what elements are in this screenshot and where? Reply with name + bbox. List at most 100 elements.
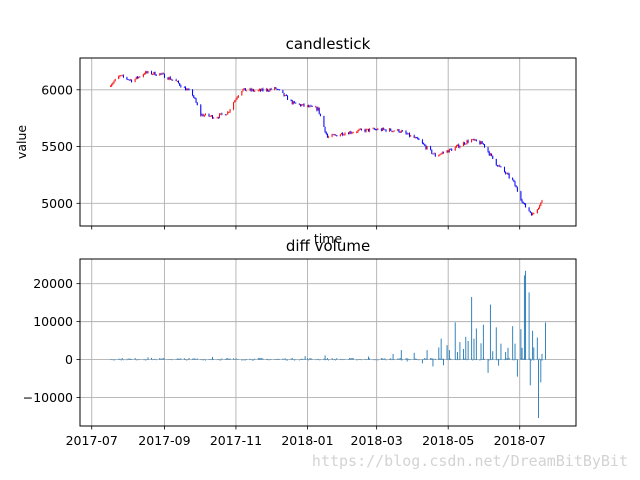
candle-body (282, 90, 284, 93)
diff-volume-bar (351, 357, 353, 360)
diff-volume-bar (458, 359, 460, 361)
candle-body (481, 141, 483, 144)
candle-body (536, 209, 538, 214)
diff-volume-bar (227, 358, 229, 360)
candle-body (119, 75, 121, 77)
candle-body (242, 89, 244, 92)
candle-body (227, 112, 229, 115)
candle-body (441, 152, 443, 154)
diff-volume-bar (495, 359, 497, 361)
diff-volume-bar (481, 359, 483, 360)
candle-body (332, 134, 334, 136)
diff-volume-bar (373, 359, 375, 361)
diff-volume-bar (342, 358, 344, 360)
diff-volume-bar (466, 359, 468, 361)
candle-body (203, 115, 205, 117)
diff-volume-bar (168, 359, 170, 360)
diff-volume-bar (299, 359, 301, 360)
diff-volume-bar (324, 359, 326, 361)
diff-volume-bar (364, 358, 366, 360)
candle-body (260, 89, 262, 91)
candlestick-grid (80, 58, 576, 226)
candle-body (359, 128, 361, 130)
diff-volume-bar (175, 359, 177, 360)
candle-body (217, 117, 219, 119)
candle-body (294, 101, 296, 103)
candle-body (376, 129, 378, 131)
diff-volume-bar (533, 347, 535, 360)
diff-volume-bar (250, 359, 252, 361)
candle-body (397, 129, 399, 131)
diff-volume-bar (392, 353, 394, 360)
candle-body (267, 88, 269, 91)
diff-volume-bar (258, 358, 260, 360)
candle-body (162, 73, 164, 75)
candle-body (118, 76, 120, 80)
candle-body (467, 140, 469, 143)
diff-volume-bar (505, 359, 507, 361)
candle-body (496, 165, 498, 167)
candle-body (426, 146, 428, 149)
candle-body (274, 87, 276, 90)
candle-body (237, 95, 239, 98)
candle-body (210, 115, 212, 117)
candle-body (380, 128, 382, 131)
diff-volume-bar (154, 358, 156, 360)
diff-volume-bar (220, 359, 222, 361)
candle-body (136, 76, 138, 79)
diff-volume-bar (447, 359, 449, 361)
candle-body (459, 146, 461, 148)
diff-volume-bar (540, 359, 542, 360)
diff-volume-bar (151, 357, 152, 360)
diff-volume-bar (536, 337, 538, 360)
diff-volume-bar (368, 356, 369, 360)
diff-volume-bar (475, 359, 477, 361)
diff-volume-bar (539, 358, 541, 360)
diff-volume-bar (498, 359, 500, 366)
candle-body (389, 128, 391, 132)
candle-body (430, 146, 432, 150)
candle-body (200, 105, 202, 116)
candle-body (268, 90, 270, 92)
diff-volume-bar (376, 359, 378, 361)
diff-volume-bar (357, 359, 359, 361)
candle-body (473, 139, 475, 141)
candle-body (194, 97, 196, 99)
candle-body (142, 74, 144, 77)
candle-body (243, 88, 245, 90)
candle-body (270, 88, 272, 90)
diff-volume-bar (397, 358, 399, 360)
diff-volume-bar (432, 358, 434, 360)
diff-volume-bar (114, 359, 116, 361)
diff-volume-bar (356, 359, 358, 361)
candle-body (348, 133, 350, 135)
diff-volume-bar (167, 359, 169, 361)
diff-volume-bar (426, 350, 428, 360)
candle-body (432, 153, 434, 155)
diff-volume-bar (303, 359, 305, 360)
diff-volume-xtick-label: 2018-01 (281, 433, 333, 448)
candle-body (135, 76, 137, 80)
diff-volume-bar (366, 359, 368, 360)
diff-volume-bar (308, 359, 310, 361)
candle-body (365, 129, 367, 132)
diff-volume-bar (267, 358, 269, 360)
candle-body (528, 207, 530, 212)
candle-body (121, 75, 123, 77)
diff-volume-bar (350, 358, 352, 360)
diff-volume-bar (333, 358, 335, 360)
candle-body (269, 88, 271, 92)
candle-body (491, 153, 493, 156)
candle-body (298, 103, 300, 105)
diff-volume-bar (317, 358, 319, 360)
diff-volume-bar (318, 359, 320, 361)
diff-volume-bar (439, 358, 441, 360)
diff-volume-xtick-label: 2017-11 (210, 433, 262, 448)
diff-volume-bar (307, 358, 308, 360)
candle-body (180, 85, 182, 87)
diff-volume-bar (209, 359, 211, 360)
candle-body (235, 99, 237, 101)
candle-body (498, 165, 500, 167)
candle-body (408, 133, 410, 137)
diff-volume-bar (454, 359, 456, 361)
